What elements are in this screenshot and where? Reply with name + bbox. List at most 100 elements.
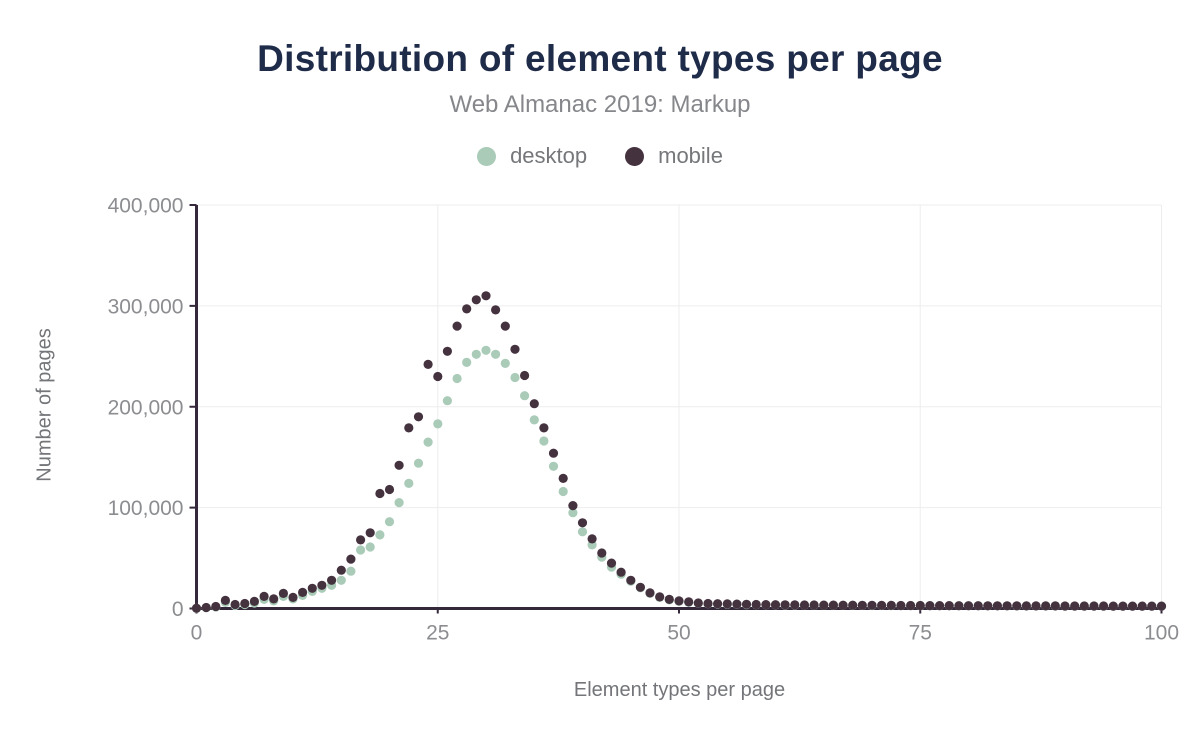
mobile-data-point [983, 601, 993, 611]
x-tick-label: 50 [667, 622, 690, 645]
mobile-data-point [220, 595, 230, 606]
desktop-data-point [539, 436, 549, 446]
mobile-data-point [838, 600, 848, 610]
desktop-data-point [462, 357, 472, 367]
mobile-data-point [1099, 601, 1109, 611]
mobile-data-point [539, 423, 549, 433]
desktop-data-point [471, 349, 481, 359]
y-tick-label: 100,000 [108, 497, 184, 520]
desktop-data-point [510, 372, 520, 383]
mobile-data-point [828, 600, 839, 610]
mobile-data-point [655, 592, 665, 602]
mobile-data-point [365, 528, 375, 538]
mobile-data-point [568, 501, 578, 511]
desktop-data-point [558, 486, 568, 497]
mobile-data-point [529, 399, 539, 409]
mobile-data-point [722, 599, 732, 609]
mobile-data-point [1070, 601, 1080, 611]
mobile-data-point [963, 601, 974, 611]
y-tick-label: 200,000 [108, 396, 184, 419]
mobile-data-point [761, 600, 771, 610]
mobile-data-point [819, 600, 829, 610]
desktop-series-swatch-icon [477, 146, 497, 166]
mobile-data-point [356, 535, 366, 545]
y-tick-label: 300,000 [108, 295, 184, 318]
mobile-data-point [433, 371, 443, 382]
x-axis-title: Element types per page [573, 679, 786, 701]
desktop-data-point [336, 575, 346, 585]
mobile-data-point [935, 601, 945, 611]
mobile-data-point [269, 594, 279, 604]
mobile-data-point [1060, 601, 1070, 611]
desktop-data-point [413, 458, 424, 468]
desktop-data-point [365, 542, 375, 552]
chart-subtitle: Web Almanac 2019: Markup [449, 91, 751, 118]
desktop-data-point [452, 373, 462, 384]
desktop-data-point [529, 415, 539, 425]
mobile-data-point [278, 588, 288, 599]
mobile-data-point [780, 600, 790, 610]
mobile-data-point [1147, 601, 1157, 611]
mobile-data-point [577, 518, 588, 528]
mobile-data-point [896, 600, 906, 611]
mobile-data-point [1002, 601, 1012, 611]
mobile-data-point [1137, 601, 1147, 611]
desktop-data-point [442, 396, 452, 406]
mobile-data-point [423, 359, 433, 369]
mobile-data-point [848, 600, 858, 610]
mobile-data-point [790, 600, 800, 610]
mobile-data-point [394, 460, 404, 470]
mobile-data-point [471, 295, 481, 305]
legend-label: desktop [510, 143, 588, 168]
legend-item-mobile[interactable]: mobile [625, 143, 723, 169]
mobile-data-point [1118, 601, 1128, 611]
mobile-data-point [1021, 601, 1031, 611]
mobile-data-point [500, 321, 510, 331]
mobile-data-point [809, 600, 819, 610]
x-tick-label: 75 [909, 622, 932, 645]
mobile-data-point [384, 484, 395, 495]
desktop-data-point [577, 527, 588, 537]
legend-label: mobile [658, 143, 723, 168]
desktop-data-point [356, 545, 366, 555]
mobile-data-point [1012, 601, 1022, 611]
desktop-data-point [548, 461, 559, 471]
mobile-data-point [558, 473, 568, 483]
mobile-data-point [481, 291, 491, 301]
desktop-data-point [481, 345, 491, 355]
mobile-data-point [211, 601, 221, 612]
mobile-data-point [732, 599, 742, 609]
mobile-series [191, 291, 1167, 613]
mobile-data-point [925, 601, 935, 611]
mobile-data-point [442, 346, 452, 356]
chart-legend: desktop mobile [0, 143, 1200, 169]
tick-labels: 0 100,000 200,000 300,000 400,000 0 25 50 75 100 [108, 195, 1179, 645]
legend-item-desktop[interactable]: desktop [477, 143, 587, 169]
desktop-data-point [346, 566, 356, 576]
mobile-series-swatch-icon [625, 146, 645, 166]
mobile-data-point [520, 370, 530, 381]
y-tick-label: 0 [172, 598, 184, 621]
mobile-data-point [635, 582, 646, 592]
mobile-data-point [259, 591, 269, 602]
desktop-data-point [375, 530, 385, 540]
desktop-data-point [394, 498, 404, 508]
axis-ticks [189, 204, 1163, 614]
mobile-data-point [317, 580, 327, 590]
desktop-data-point [423, 437, 433, 447]
mobile-data-point [751, 599, 761, 610]
mobile-data-point [626, 575, 636, 585]
mobile-data-point [191, 603, 202, 613]
mobile-data-point [404, 423, 414, 433]
mobile-data-point [1127, 601, 1138, 611]
y-axis-title: Number of pages [33, 328, 56, 482]
mobile-data-point [867, 600, 877, 610]
axis-lines [195, 205, 1164, 610]
mobile-data-point [346, 554, 356, 564]
mobile-data-point [606, 558, 617, 568]
mobile-data-point [452, 321, 462, 331]
desktop-data-point [491, 349, 501, 359]
desktop-data-point [404, 478, 414, 488]
mobile-data-point [886, 600, 896, 611]
